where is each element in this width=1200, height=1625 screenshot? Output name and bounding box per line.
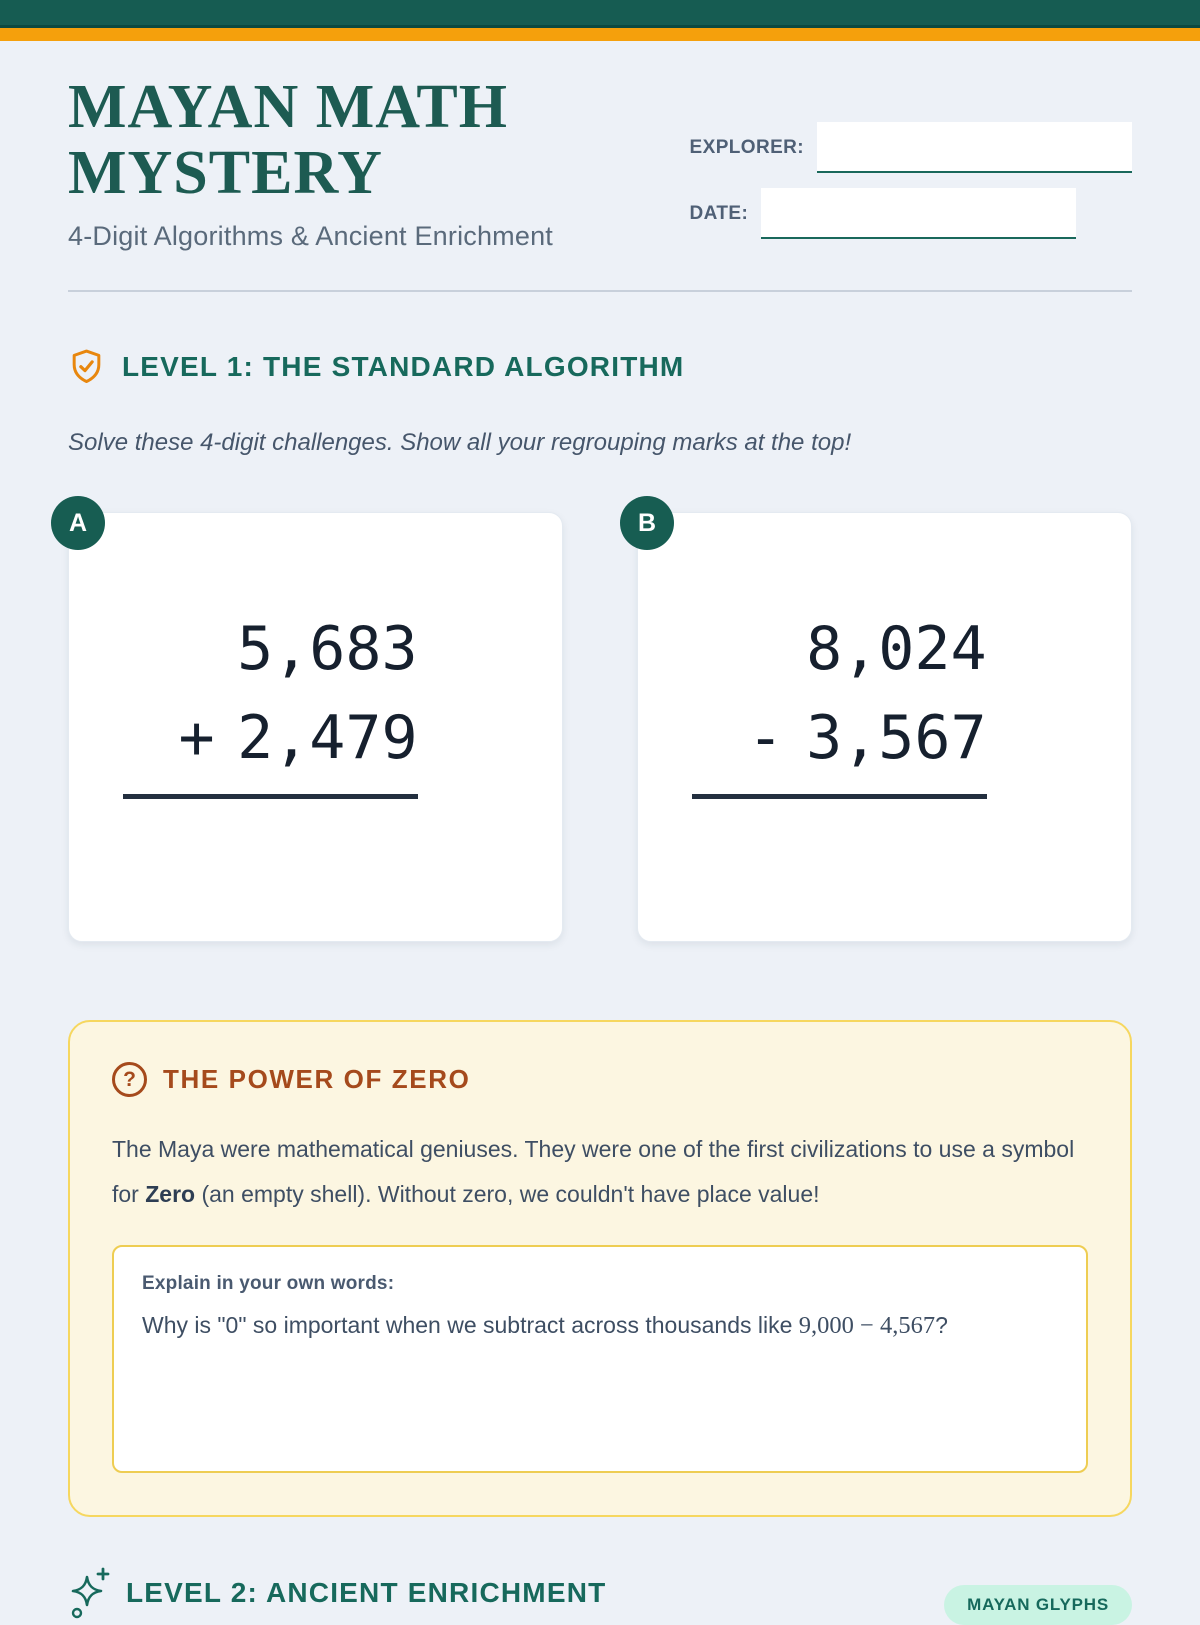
problem-a-operator: + [178, 703, 215, 773]
power-of-zero-heading-row: ? THE POWER OF ZERO [112, 1062, 1088, 1097]
shield-check-icon [68, 348, 105, 385]
question-math-expression: 9,000 − 4,567 [798, 1311, 936, 1339]
question-text-post: ? [935, 1311, 948, 1338]
page-title: MAYAN MATH MYSTERY [68, 73, 509, 208]
header-title-block: MAYAN MATH MYSTERY 4-Digit Algorithms & … [68, 74, 588, 254]
problem-card-a[interactable]: A 5,683 + 2,479 [51, 496, 563, 942]
question-text-pre: Why is "0" so important when we subtract… [142, 1311, 799, 1338]
level2-heading-group: LEVEL 2: ANCIENT ENRICHMENT [68, 1563, 606, 1623]
body-text-post: (an empty shell). Without zero, we could… [195, 1180, 820, 1207]
explain-prompt-label: Explain in your own words: [142, 1272, 395, 1294]
header-fields: EXPLORER: DATE: [690, 74, 1132, 254]
math-problem-a: 5,683 + 2,479 [123, 605, 418, 799]
question-mark-circle-icon: ? [112, 1062, 147, 1097]
level1-section-heading: LEVEL 1: THE STANDARD ALGORITHM [68, 348, 1132, 385]
problem-b-bottom-operand: 3,567 [806, 703, 987, 773]
explain-question: Why is "0" so important when we subtract… [142, 1312, 1058, 1340]
problem-a-top-operand: 5,683 [237, 614, 418, 684]
explain-answer-box[interactable]: Explain in your own words: Why is "0" so… [112, 1244, 1088, 1473]
body-text-bold-zero: Zero [145, 1180, 196, 1207]
explorer-input[interactable] [817, 122, 1132, 173]
explorer-label: EXPLORER: [689, 136, 804, 158]
power-of-zero-callout: ? THE POWER OF ZERO The Maya were mathem… [68, 1020, 1132, 1517]
level1-instruction: Solve these 4-digit challenges. Show all… [68, 429, 852, 456]
level1-title: LEVEL 1: THE STANDARD ALGORITHM [122, 350, 685, 382]
problem-badge-a: A [51, 496, 105, 550]
math-problem-b: 8,024 - 3,567 [692, 605, 987, 799]
problem-b-bottom-row: - 3,567 [692, 694, 987, 783]
worksheet-header: MAYAN MATH MYSTERY 4-Digit Algorithms & … [68, 74, 1132, 254]
explorer-field-row: EXPLORER: [690, 122, 1132, 173]
top-accent-bar-orange [0, 28, 1200, 41]
level2-title: LEVEL 2: ANCIENT ENRICHMENT [126, 1576, 607, 1608]
date-input[interactable] [761, 188, 1077, 239]
problem-a-bottom-row: + 2,479 [123, 694, 418, 783]
problem-b-operator: - [747, 703, 784, 773]
problem-card-b[interactable]: B 8,024 - 3,567 [620, 496, 1132, 942]
top-accent-bar-teal [0, 0, 1200, 28]
header-divider [68, 290, 1132, 292]
problem-a-bottom-operand: 2,479 [237, 703, 418, 773]
power-of-zero-title: THE POWER OF ZERO [163, 1064, 471, 1094]
mayan-glyphs-badge: MAYAN GLYPHS [944, 1584, 1132, 1625]
level2-section-heading: LEVEL 2: ANCIENT ENRICHMENT MAYAN GLYPHS [68, 1563, 1132, 1625]
page-subtitle: 4-Digit Algorithms & Ancient Enrichment [68, 220, 554, 251]
problem-badge-b: B [620, 496, 674, 550]
date-label: DATE: [689, 202, 749, 224]
sparkles-icon [68, 1563, 112, 1623]
body-text-pre: The Maya were mathematical geniuses. The… [112, 1136, 1075, 1207]
date-field-row: DATE: [690, 188, 1132, 239]
problem-cards: A 5,683 + 2,479 B 8,024 - 3,567 [51, 496, 1132, 942]
power-of-zero-body: The Maya were mathematical geniuses. The… [112, 1127, 1088, 1217]
problem-b-top-operand: 8,024 [806, 614, 987, 684]
